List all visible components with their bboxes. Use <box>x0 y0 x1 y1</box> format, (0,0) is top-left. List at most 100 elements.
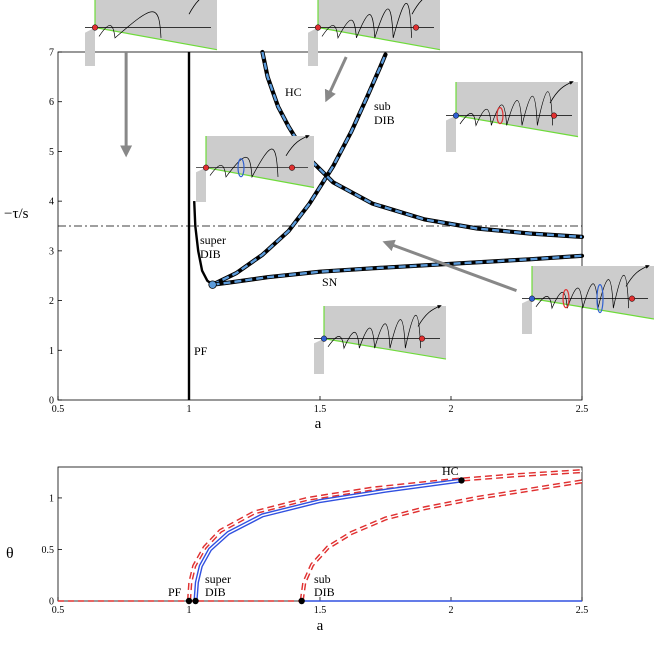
branch_upper_stable-curve-inner <box>194 479 462 602</box>
inset-escape-arrow <box>411 0 423 15</box>
dib-point-marker <box>208 280 217 289</box>
inset-center <box>196 135 315 202</box>
bottom-y-axis-label: θ <box>6 545 14 562</box>
branch_upper_unstable-curve-inner <box>188 470 583 602</box>
top-y-tick-label: 2 <box>49 296 54 307</box>
inset-bottom <box>314 305 447 374</box>
pf-point-label: PF <box>168 585 182 599</box>
top-curves <box>58 49 585 400</box>
bottom-chart: 0.5 1 1.5 2 2.500.51 PF super DIB sub DIB HC… <box>6 464 588 634</box>
inset-equilibrium-dot <box>288 164 296 171</box>
super_dib-curve <box>193 201 214 286</box>
inset-equilibrium-dot <box>418 335 426 342</box>
inset-escape-arrow <box>188 0 200 15</box>
sub-dib-label-line2: DIB <box>374 113 395 127</box>
inset-limit-cycle <box>237 158 245 178</box>
inset-green-slope <box>94 26 218 51</box>
sn-curve-outline <box>210 253 585 287</box>
inset-shaded-region <box>522 266 654 334</box>
sn-label: SN <box>322 275 338 289</box>
bottom-ticks: 0.5 1 1.5 2 2.500.51 <box>42 493 589 616</box>
top-y-tick-label: 0 <box>49 396 54 407</box>
inset-shaded-region <box>196 136 314 202</box>
top-insets <box>85 0 654 374</box>
bottom-x-tick-label: 1 <box>187 605 192 616</box>
sub_dib-curve <box>212 54 387 286</box>
inset-limit-cycle <box>562 289 570 309</box>
bottom-curves <box>58 469 583 602</box>
inset-green-slope <box>323 338 447 360</box>
inset-trajectory <box>459 91 554 127</box>
top-y-tick-label: 3 <box>49 246 54 257</box>
inset-escape-arrow <box>625 265 650 287</box>
inset-escape-arrow <box>549 81 574 104</box>
sub-dib-label-line1: sub <box>374 99 391 113</box>
super-dib-label-line1: super <box>200 233 226 247</box>
pf-label: PF <box>194 344 208 358</box>
hc-point-label: HC <box>442 464 459 478</box>
inset-shaded-region <box>85 0 217 66</box>
bifurcation-point-marker <box>185 597 193 605</box>
inset-trajectory <box>98 11 162 39</box>
hc-curve <box>261 51 583 239</box>
inset-equilibrium-dot <box>550 112 558 119</box>
sn-curve <box>212 254 583 286</box>
inset-shaded-region <box>314 306 446 374</box>
top-y-tick-label: 6 <box>49 97 54 108</box>
bottom-markers <box>185 477 465 605</box>
inset-shaded-region <box>446 82 578 152</box>
bottom-y-tick-label: 1 <box>49 493 54 504</box>
inset-trajectory <box>209 148 279 179</box>
inset-right-mid <box>446 81 579 152</box>
inset-shaded-region <box>308 0 440 66</box>
sub-dib-point-label-2: DIB <box>314 585 335 599</box>
bottom-point-labels: PF super DIB sub DIB HC a θ <box>6 464 459 634</box>
inset-escape-arrow <box>417 305 442 327</box>
bottom-x-tick-label: 0.5 <box>52 605 65 616</box>
inset-equilibrium-dot <box>314 24 322 31</box>
top-y-tick-label: 7 <box>49 48 54 59</box>
inset-equilibrium-dot <box>452 112 460 119</box>
top-x-tick-label: 0.5 <box>52 404 65 415</box>
top-x-tick-label: 1.5 <box>314 404 327 415</box>
inset-trajectory <box>535 274 630 310</box>
bottom-x-tick-label: 2.5 <box>576 605 589 616</box>
super-dib-point-label-2: DIB <box>205 585 226 599</box>
top-curve-labels: HC sub DIB super DIB SN PF a −τ/s <box>4 85 395 432</box>
top-ticks: 0.5 1 1.5 2 2.5 0 1 2 3 4 5 6 7 <box>49 48 588 416</box>
inset-green-slope <box>455 115 579 138</box>
inset-limit-cycle <box>496 106 504 125</box>
bifurcation-point-marker <box>458 477 465 484</box>
top-x-tick-label: 1 <box>187 404 192 415</box>
inset-equilibrium-dot <box>412 24 420 31</box>
sub-dib-point-label-1: sub <box>314 572 331 586</box>
bottom-y-tick-label: 0.5 <box>42 545 55 556</box>
inset-limit-cycle <box>596 284 604 314</box>
top-y-axis-label: −τ/s <box>4 206 29 222</box>
bottom-x-tick-label: 1.5 <box>314 605 327 616</box>
top-x-tick-label: 2 <box>449 404 454 415</box>
inset-equilibrium-dot <box>320 335 328 342</box>
inset-equilibrium-dot <box>528 295 536 302</box>
bifurcation-point-marker <box>298 597 305 605</box>
inset-top-left <box>85 0 218 66</box>
inset-equilibrium-dot <box>91 24 99 31</box>
bottom-x-tick-label: 2 <box>449 605 454 616</box>
top-arrows <box>120 52 518 293</box>
inset-trajectory <box>321 3 412 40</box>
inset-top-mid <box>308 0 441 66</box>
top-y-tick-label: 1 <box>49 346 54 357</box>
top-x-tick-label: 2.5 <box>576 404 589 415</box>
top-y-tick-label: 5 <box>49 147 54 158</box>
bifurcation-point-marker <box>192 597 199 605</box>
bottom-y-tick-label: 0 <box>49 597 54 608</box>
inset-trajectory <box>327 314 422 350</box>
gray-flow-arrow <box>324 56 348 103</box>
inset-green-slope <box>317 26 441 51</box>
hc-label: HC <box>285 85 302 99</box>
super-dib-point-label-1: super <box>205 572 231 586</box>
bottom-x-axis-label: a <box>317 618 324 634</box>
inset-escape-arrow <box>285 135 310 157</box>
inset-right-low <box>522 265 654 334</box>
